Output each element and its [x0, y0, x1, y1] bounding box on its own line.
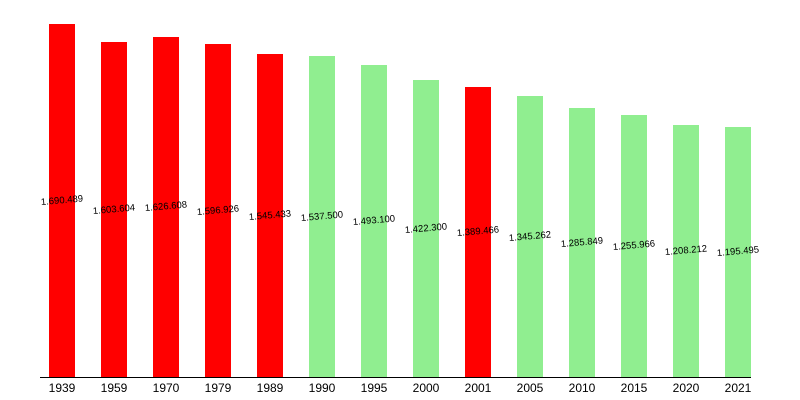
x-tick-label: 1990 [308, 381, 336, 395]
x-axis-line [40, 377, 751, 378]
bar-value-label: 1.690.489 [40, 192, 84, 208]
bar-2005 [517, 96, 543, 377]
bar-1989 [257, 54, 283, 377]
x-tick-label: 2005 [516, 381, 544, 395]
bar-value-label: 1.285.849 [560, 234, 604, 250]
bar-value-label: 1.493.100 [352, 213, 396, 229]
bar-1990 [309, 56, 335, 377]
x-tick-label: 1959 [100, 381, 128, 395]
bar-value-label: 1.537.500 [300, 208, 344, 224]
x-tick-label: 1995 [360, 381, 388, 395]
bar-value-label: 1.389.466 [456, 224, 500, 240]
bar-1995 [361, 65, 387, 377]
x-tick-label: 2015 [620, 381, 648, 395]
bar-value-label: 1.545.433 [248, 207, 292, 223]
x-tick-label: 2020 [672, 381, 700, 395]
bar-value-label: 1.422.300 [404, 220, 448, 236]
bar-value-label: 1.345.262 [508, 228, 552, 244]
bar-value-label: 1.626.608 [144, 199, 188, 215]
x-tick-label: 1979 [204, 381, 232, 395]
x-tick-label: 2001 [464, 381, 492, 395]
bar-1979 [205, 44, 231, 377]
bar-2010 [569, 108, 595, 377]
bar-2000 [413, 80, 439, 377]
bar-value-label: 1.596.926 [196, 202, 240, 218]
bar-2001 [465, 87, 491, 377]
x-tick-label: 2000 [412, 381, 440, 395]
bar-2020 [673, 125, 699, 377]
bar-1959 [101, 42, 127, 377]
bar-value-label: 1.208.212 [664, 243, 708, 259]
bar-value-label: 1.195.495 [716, 244, 760, 260]
x-tick-label: 2010 [568, 381, 596, 395]
bar-1970 [153, 37, 179, 377]
bar-value-label: 1.255.966 [612, 238, 656, 254]
bar-value-label: 1.603.604 [92, 201, 136, 217]
x-tick-label: 1989 [256, 381, 284, 395]
x-tick-label: 1970 [152, 381, 180, 395]
bar-1939 [49, 24, 75, 377]
x-tick-label: 1939 [48, 381, 76, 395]
bar-2015 [621, 115, 647, 377]
x-tick-label: 2021 [724, 381, 752, 395]
bar-2021 [725, 127, 751, 377]
